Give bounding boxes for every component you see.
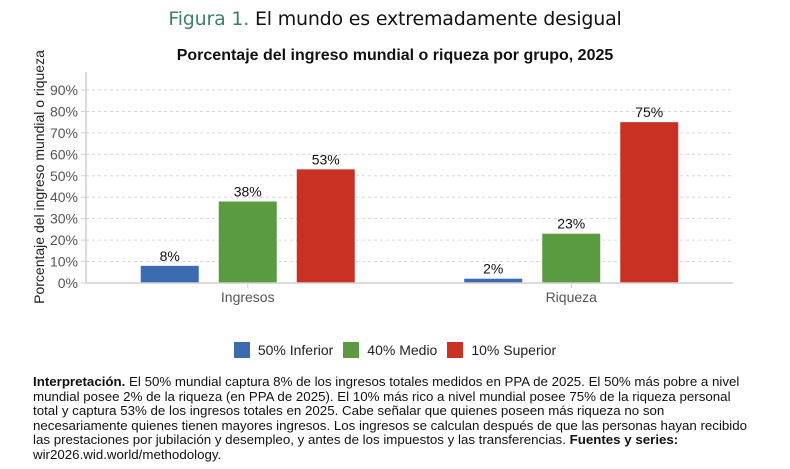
legend-swatch [343,342,360,358]
chart-title: Porcentaje del ingreso mundial o riqueza… [176,47,614,64]
interpretation-note: Interpretación. El 50% mundial captura 8… [33,374,753,463]
bar-value-label: 38% [234,184,262,200]
bar[interactable] [542,233,601,283]
bar-value-label: 2% [483,261,503,277]
bar[interactable] [296,169,355,283]
interpretation-lead: Interpretación. [33,374,126,389]
y-tick-label: 0% [58,275,78,291]
y-tick-label: 50% [50,168,78,184]
legend-item-top-10[interactable]: 10% Superior [447,342,556,358]
y-tick-label: 60% [50,146,78,162]
y-axis-label: Porcentaje del ingreso mundial o riqueza [31,50,47,304]
sources-label: Fuentes y series: [569,432,679,448]
bar[interactable] [464,278,523,283]
legend-label: 50% Inferior [257,342,334,358]
bar-value-label: 8% [160,248,180,264]
figure-heading: El mundo es extremadamente desigual [254,8,622,30]
legend-label: 10% Superior [471,342,557,358]
x-tick-label: Riqueza [546,289,598,305]
bar-value-label: 75% [635,104,663,120]
legend-label: 40% Medio [367,342,438,358]
bar-value-label: 23% [557,216,585,232]
bar[interactable] [620,122,679,284]
bars [140,122,679,284]
y-tick-label: 80% [50,103,78,119]
figure-title: Figura 1. El mundo es extremadamente des… [0,8,790,30]
y-tick-label: 30% [50,211,78,227]
y-tick-label: 90% [50,82,78,98]
y-tick-label: 10% [50,254,78,270]
bar-value-label: 53% [312,151,340,167]
bar-chart: 0% 10% 20% 30% 40% 50% 60% 70% 80% 90% 8% 38% 53% 2%… [31,50,733,305]
legend-swatch [447,342,464,358]
y-tick-label: 40% [50,189,78,205]
bar[interactable] [140,265,199,283]
legend: 50% Inferior 40% Medio 10% Superior [0,342,790,358]
legend-item-middle-40[interactable]: 40% Medio [343,342,437,358]
sources-value: wir2026.wid.world/methodology. [33,446,222,462]
x-axis-ticks: Ingresos Riqueza [221,283,597,305]
y-tick-label: 70% [50,125,78,141]
legend-swatch [233,342,250,358]
y-tick-label: 20% [50,232,78,248]
bar[interactable] [218,201,277,283]
figure-number: Figura 1. [168,8,250,30]
x-tick-label: Ingresos [221,289,275,305]
y-axis-ticks: 0% 10% 20% 30% 40% 50% 60% 70% 80% 90% [50,82,86,291]
interpretation-body: El 50% mundial captura 8% de los ingreso… [33,374,748,448]
data-labels: 8% 38% 53% 2% 23% 75% [160,104,664,277]
legend-item-bottom-50[interactable]: 50% Inferior [233,342,334,358]
